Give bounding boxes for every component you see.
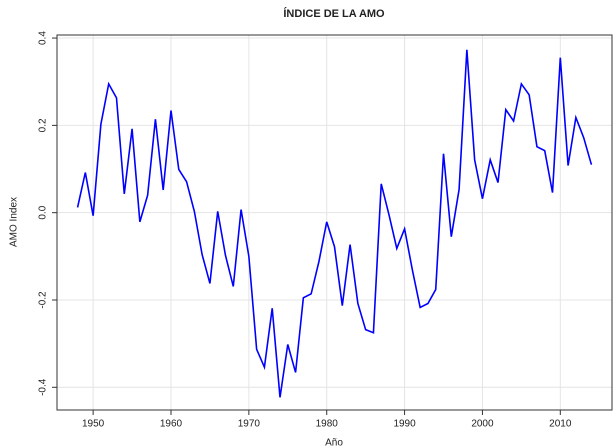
x-tick-label: 1990: [393, 419, 416, 430]
x-tick-label: 1980: [316, 419, 339, 430]
x-tick-label: 1960: [160, 419, 183, 430]
y-tick-label: 0.2: [38, 118, 49, 132]
x-tick-label: 1970: [238, 419, 261, 430]
x-axis-label: Año: [325, 438, 343, 447]
y-tick-label: -0.4: [38, 378, 49, 396]
y-tick-label: 0.0: [38, 205, 49, 219]
x-tick-label: 2010: [549, 419, 572, 430]
y-axis-label: AMO Index: [9, 197, 20, 247]
data-line: [76, 49, 593, 398]
plot-frame: [56, 34, 613, 411]
x-tick-label: 2000: [471, 419, 494, 430]
y-tick-label: 0.4: [38, 31, 49, 45]
chart-title: ÍNDICE DE LA AMO: [283, 7, 385, 20]
x-tick-label: 1950: [82, 419, 105, 430]
y-tick-label: -0.2: [38, 291, 49, 309]
